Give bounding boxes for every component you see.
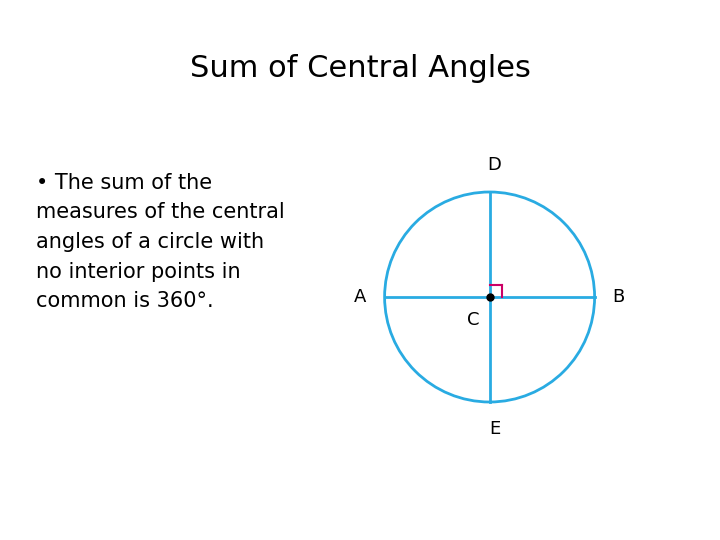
- Text: A: A: [354, 288, 366, 306]
- Text: Sum of Central Angles: Sum of Central Angles: [189, 54, 531, 83]
- Text: E: E: [489, 420, 500, 438]
- Text: C: C: [467, 311, 480, 329]
- Text: D: D: [487, 156, 502, 174]
- Text: • The sum of the
measures of the central
angles of a circle with
no interior poi: • The sum of the measures of the central…: [36, 173, 284, 311]
- Text: B: B: [613, 288, 625, 306]
